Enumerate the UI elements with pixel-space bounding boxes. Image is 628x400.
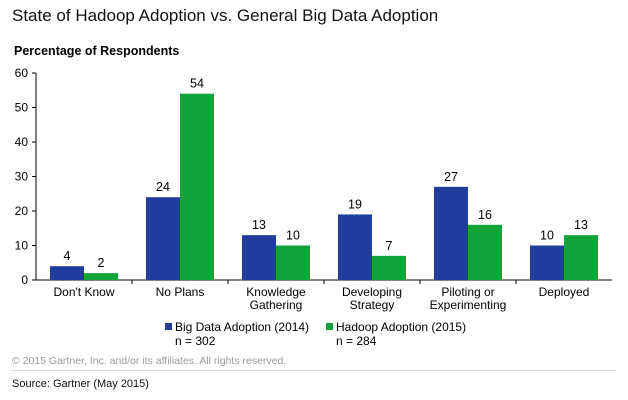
x-tick-label: Don't Know — [54, 285, 115, 299]
copyright-notice: © 2015 Gartner, Inc. and/or its affiliat… — [12, 355, 287, 367]
source-note: Source: Gartner (May 2015) — [12, 378, 149, 390]
data-label: 2 — [98, 256, 105, 270]
bar — [434, 186, 468, 280]
y-tick-label: 40 — [15, 135, 29, 149]
data-label: 54 — [190, 77, 204, 91]
bar — [276, 245, 310, 280]
bar — [180, 93, 214, 280]
legend-swatch-big-data — [165, 323, 172, 330]
y-axis-label: Percentage of Respondents — [14, 44, 180, 58]
legend-swatch-hadoop — [326, 323, 333, 330]
x-tick-label: No Plans — [156, 285, 205, 299]
bar-chart: 0 10 20 30 40 50 60 4 2 Don't Know 24 54 No Plans 13 1… — [15, 66, 612, 312]
x-tick-label: Deployed — [539, 285, 590, 299]
data-label: 16 — [478, 208, 492, 222]
legend-item-hadoop: Hadoop Adoption (2015) n = 284 — [326, 320, 466, 348]
footer-divider — [12, 370, 616, 371]
bar — [530, 245, 564, 280]
legend-sample-big-data: n = 302 — [175, 334, 216, 348]
legend-item-big-data: Big Data Adoption (2014) n = 302 — [165, 320, 309, 348]
y-tick-label: 50 — [15, 101, 29, 115]
data-label: 19 — [348, 197, 362, 211]
y-tick-label: 20 — [15, 204, 29, 218]
data-label: 27 — [444, 170, 458, 184]
data-label: 13 — [252, 218, 266, 232]
y-tick-label: 60 — [15, 66, 29, 80]
legend-sample-hadoop: n = 284 — [336, 334, 377, 348]
bar — [338, 214, 372, 280]
legend-label-hadoop: Hadoop Adoption (2015) — [336, 320, 467, 334]
x-tick-label: Gathering — [250, 298, 303, 312]
data-label: 4 — [64, 249, 71, 263]
bar — [146, 197, 180, 280]
y-tick-label: 30 — [15, 170, 29, 184]
y-tick-label: 10 — [15, 239, 29, 253]
x-tick-label: Knowledge — [246, 285, 306, 299]
y-tick-label: 0 — [21, 273, 28, 287]
data-label: 10 — [540, 229, 554, 243]
x-tick-label: Experimenting — [430, 298, 507, 312]
chart-title: State of Hadoop Adoption vs. General Big… — [12, 6, 439, 25]
legend-label-big-data: Big Data Adoption (2014) — [175, 320, 310, 334]
bar — [372, 255, 406, 280]
bar — [468, 224, 502, 280]
x-tick-label: Piloting or — [441, 285, 494, 299]
data-label: 24 — [156, 180, 170, 194]
data-label: 13 — [574, 218, 588, 232]
x-tick-label: Strategy — [350, 298, 395, 312]
bar — [84, 273, 118, 280]
x-tick-label: Developing — [342, 285, 402, 299]
bar — [242, 235, 276, 280]
data-label: 7 — [386, 239, 393, 253]
bar — [564, 235, 598, 280]
bar — [50, 266, 84, 280]
data-label: 10 — [286, 229, 300, 243]
